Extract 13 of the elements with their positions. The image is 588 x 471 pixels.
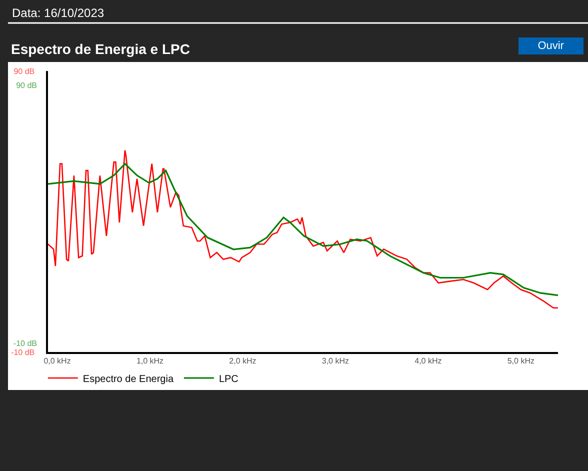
line-series xyxy=(48,150,558,309)
x-tick-label: 2,0 kHz xyxy=(229,356,256,366)
text: Data: 16/10/2023 xyxy=(12,6,104,20)
x-tick-label: 3,0 kHz xyxy=(322,356,350,366)
x-tick-label: 5,0 kHz xyxy=(507,356,534,366)
line-series xyxy=(48,163,558,296)
x-tick-label: 1,0 kHz xyxy=(136,356,164,366)
chart-title: Espectro de Energia e LPC xyxy=(11,41,190,57)
legend-label: Espectro de Energia xyxy=(82,374,174,385)
x-tick-label: 0,0 kHz xyxy=(44,356,71,366)
text: Ouvir xyxy=(538,40,564,52)
legend-label: LPC xyxy=(218,374,238,385)
x-tick-label: 4,0 kHz xyxy=(414,356,442,366)
